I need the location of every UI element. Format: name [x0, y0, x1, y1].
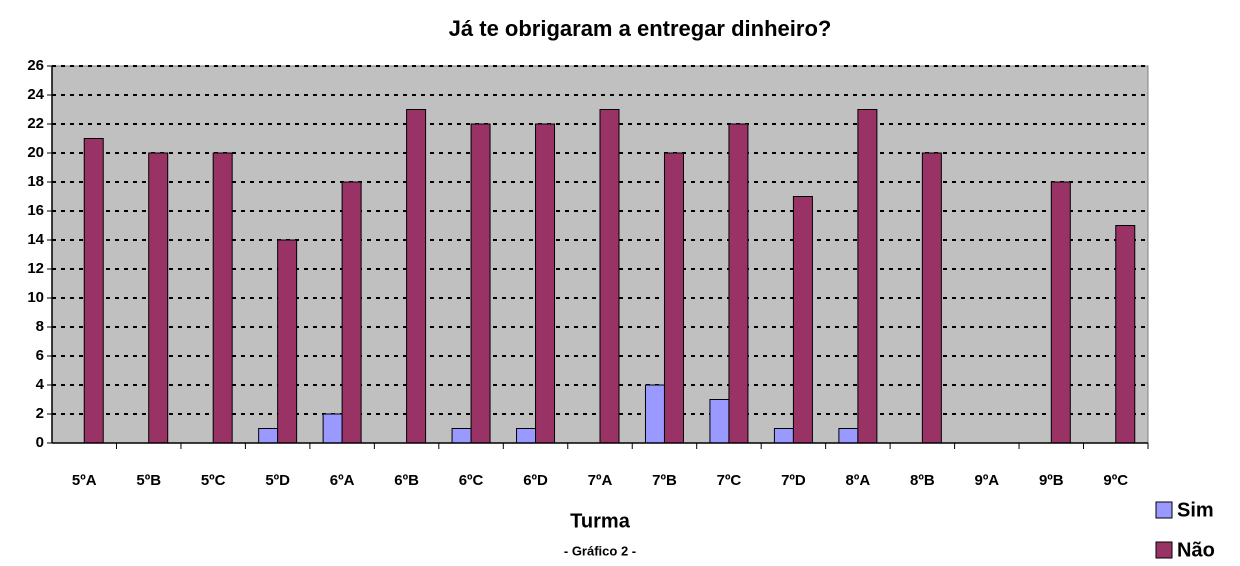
- bar: [599, 109, 620, 444]
- x-tick-label: 8ºA: [846, 472, 871, 489]
- x-tick-label: 5ºA: [72, 472, 97, 489]
- bar: [212, 152, 233, 444]
- y-tick-label: 10: [27, 289, 44, 306]
- bar: [857, 109, 878, 444]
- y-tick-label: 12: [27, 260, 44, 277]
- bar: [322, 413, 343, 444]
- bar: [773, 428, 794, 444]
- x-tick-label: 9ºA: [974, 472, 999, 489]
- bar: [148, 152, 169, 444]
- x-tick-label: 6ºA: [330, 472, 355, 489]
- x-tick-label: 7ºB: [652, 472, 677, 489]
- bar: [1115, 225, 1136, 444]
- y-tick-label: 4: [36, 376, 45, 393]
- bar: [644, 384, 665, 444]
- bar: [535, 123, 556, 444]
- legend-label: Não: [1177, 539, 1215, 561]
- legend-swatch: [1155, 501, 1173, 519]
- x-axis-label: Turma: [570, 510, 631, 532]
- x-tick-label: 7ºC: [717, 472, 742, 489]
- x-tick-label: 6ºD: [523, 472, 548, 489]
- x-tick-label: 9ºC: [1103, 472, 1128, 489]
- x-tick-label: 6ºC: [459, 472, 484, 489]
- x-tick-label: 6ºB: [394, 472, 419, 489]
- x-tick-label: 5ºB: [136, 472, 161, 489]
- bar: [921, 152, 942, 444]
- x-tick-label: 8ºB: [910, 472, 935, 489]
- bar: [838, 428, 859, 444]
- legend-swatch: [1155, 541, 1173, 559]
- y-tick-label: 0: [36, 434, 44, 451]
- bar: [341, 181, 362, 444]
- x-tick-label: 7ºD: [781, 472, 806, 489]
- bar: [663, 152, 684, 444]
- bar: [83, 138, 104, 444]
- y-tick-label: 14: [27, 231, 44, 248]
- y-tick-label: 20: [27, 144, 44, 161]
- bar: [1050, 181, 1071, 444]
- legend-label: Sim: [1177, 499, 1214, 521]
- bar: [792, 196, 813, 444]
- x-tick-label: 7ºA: [588, 472, 613, 489]
- chart-title: Já te obrigaram a entregar dinheiro?: [449, 16, 832, 41]
- bar: [470, 123, 491, 444]
- y-tick-label: 26: [27, 57, 44, 74]
- bar: [709, 399, 730, 444]
- bar: [728, 123, 749, 444]
- y-tick-label: 18: [27, 173, 44, 190]
- caption: - Gráfico 2 -: [564, 543, 636, 558]
- y-tick-label: 16: [27, 202, 44, 219]
- y-tick-label: 8: [36, 318, 44, 335]
- y-tick-label: 6: [36, 347, 44, 364]
- y-tick-label: 22: [27, 115, 44, 132]
- x-tick-label: 5ºC: [201, 472, 226, 489]
- x-tick-label: 5ºD: [265, 472, 290, 489]
- bar: [258, 428, 279, 444]
- bar: [277, 239, 298, 444]
- bar: [451, 428, 472, 444]
- x-tick-label: 9ºB: [1039, 472, 1064, 489]
- y-tick-label: 2: [36, 405, 44, 422]
- y-tick-label: 24: [27, 86, 44, 103]
- bar: [516, 428, 537, 444]
- bar: [406, 109, 427, 444]
